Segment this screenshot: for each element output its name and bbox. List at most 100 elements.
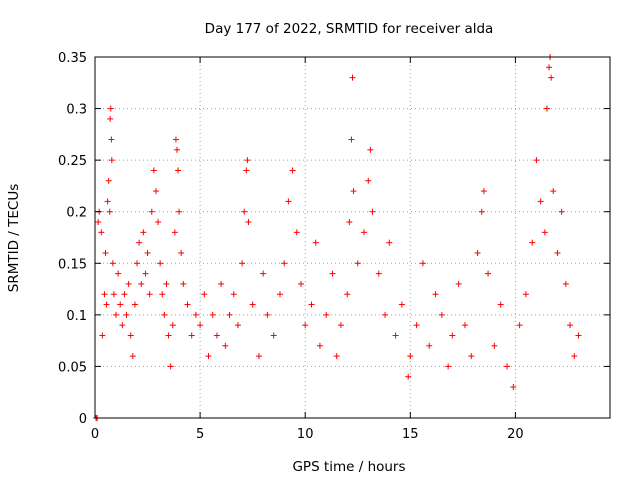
data-point [209, 311, 216, 318]
data-point [184, 301, 191, 308]
data-point [119, 322, 126, 329]
data-point [249, 301, 256, 308]
data-point [131, 301, 138, 308]
data-point [146, 291, 153, 298]
data-point [455, 280, 462, 287]
data-point [104, 198, 111, 205]
data-point [333, 353, 340, 360]
x-tick-label: 20 [507, 427, 524, 442]
data-point [188, 332, 195, 339]
data-point [445, 363, 452, 370]
data-point [144, 249, 151, 256]
data-point [302, 322, 309, 329]
data-point [529, 239, 536, 246]
axis-ticks [94, 56, 610, 419]
y-tick-label: 0.05 [58, 360, 87, 375]
data-point [375, 270, 382, 277]
data-point [298, 280, 304, 287]
x-tick-label: 0 [91, 427, 99, 442]
y-tick-label: 0.15 [58, 257, 87, 272]
data-point [264, 311, 271, 318]
data-points [93, 54, 582, 421]
data-point [230, 291, 237, 298]
data-point [478, 208, 485, 215]
data-point [123, 311, 130, 318]
data-point [157, 260, 164, 267]
data-point [312, 239, 319, 246]
data-point [354, 260, 361, 267]
data-point [213, 332, 220, 339]
data-point [562, 280, 569, 287]
y-tick-label: 0.25 [58, 154, 87, 169]
data-point [142, 270, 149, 277]
y-tick-label: 0 [79, 412, 87, 427]
data-point [350, 188, 357, 195]
x-tick-label: 5 [196, 427, 204, 442]
data-point [449, 332, 456, 339]
data-point [245, 219, 252, 226]
data-point [98, 229, 105, 236]
data-point [101, 291, 108, 298]
data-point [105, 177, 112, 184]
data-point [175, 167, 182, 174]
data-point [159, 291, 166, 298]
chart-title: Day 177 of 2022, SRMTID for receiver ald… [205, 21, 494, 37]
data-point [150, 167, 157, 174]
data-point [558, 208, 565, 215]
data-point [323, 311, 330, 318]
data-point [197, 322, 204, 329]
data-point [125, 280, 132, 287]
y-tick-labels: 0 0.05 0.1 0.15 0.2 0.25 0.3 0.35 [58, 51, 87, 427]
data-point [497, 301, 504, 308]
data-point [413, 322, 420, 329]
data-point [543, 105, 550, 112]
data-point [234, 322, 241, 329]
data-point [382, 311, 389, 318]
data-point [276, 291, 283, 298]
data-point [121, 291, 128, 298]
data-point [346, 219, 353, 226]
data-point [241, 208, 248, 215]
data-point [522, 291, 529, 298]
data-point [152, 188, 159, 195]
x-axis-title: GPS time / hours [292, 459, 405, 475]
data-point [108, 136, 115, 143]
data-point [270, 332, 277, 339]
data-point [510, 384, 517, 391]
data-point [426, 342, 433, 349]
data-point [386, 239, 393, 246]
data-point [480, 188, 487, 195]
x-tick-labels: 0 5 10 15 20 [91, 427, 524, 442]
data-point [308, 301, 315, 308]
data-point [222, 342, 229, 349]
data-point [117, 301, 124, 308]
data-point [398, 301, 405, 308]
data-point [293, 229, 300, 236]
data-point [172, 136, 179, 143]
y-tick-label: 0.35 [58, 51, 87, 66]
data-point [134, 260, 141, 267]
data-point [173, 146, 180, 153]
y-tick-label: 0.3 [66, 103, 87, 118]
data-point [165, 332, 172, 339]
data-point [316, 342, 323, 349]
data-point [169, 322, 176, 329]
data-point [438, 311, 445, 318]
data-point [171, 229, 178, 236]
data-point [349, 74, 356, 81]
data-point [407, 353, 414, 360]
data-point [218, 280, 225, 287]
data-point [289, 167, 296, 174]
data-point [167, 363, 174, 370]
data-point [468, 353, 475, 360]
data-point [491, 342, 498, 349]
data-point [432, 291, 439, 298]
x-tick-label: 15 [402, 427, 419, 442]
y-tick-label: 0.2 [66, 206, 87, 221]
data-point [115, 270, 122, 277]
x-tick-label: 10 [297, 427, 314, 442]
data-point [367, 146, 374, 153]
data-point [575, 332, 582, 339]
